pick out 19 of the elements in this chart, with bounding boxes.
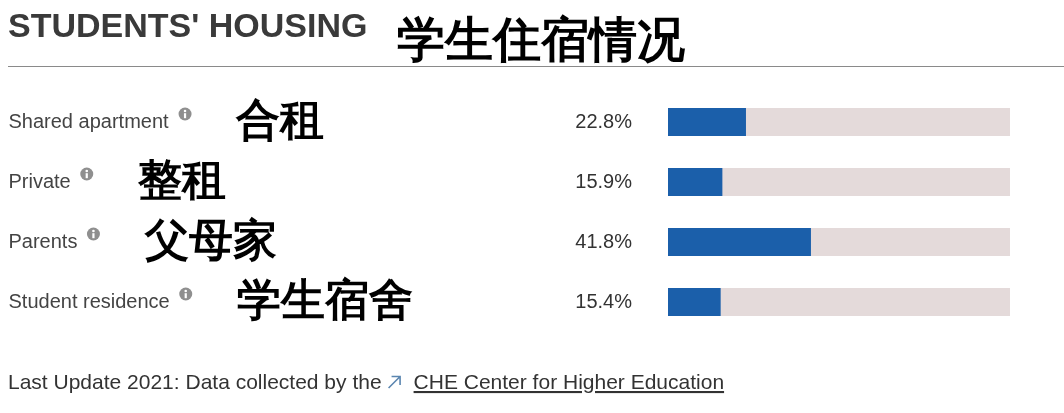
data-label: 22.8% <box>575 110 633 132</box>
data-label: 15.9% <box>575 170 633 192</box>
text: CHE Center for Higher Education <box>413 370 725 393</box>
y-tick-label: Shared apartment <box>8 110 170 132</box>
bar <box>668 108 746 136</box>
y-tick-label: Private <box>8 170 71 192</box>
chart-subtitle: 学生住宿情况 <box>397 11 686 67</box>
bar <box>668 288 721 316</box>
text: 合租 <box>235 94 325 145</box>
text: 父母家 <box>143 214 277 265</box>
bar <box>668 168 723 196</box>
y-tick-label: Parents <box>8 230 78 252</box>
text: 整租 <box>137 154 227 205</box>
text: 学生宿舍 <box>237 274 414 325</box>
text: Last Update 2021: Data collected by the <box>8 370 382 393</box>
text: STUDENTS' HOUSING <box>8 6 368 44</box>
y-tick-label: Student residence <box>8 290 170 312</box>
data-label: 41.8% <box>575 230 633 252</box>
data-label: 15.4% <box>575 290 633 312</box>
